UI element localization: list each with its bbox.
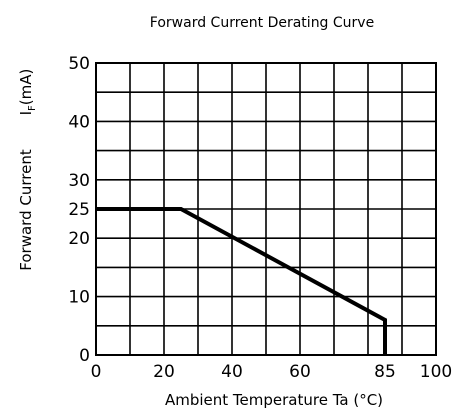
x-axis-ticks: 0 20 40 60 85 100 bbox=[91, 362, 453, 382]
x-tick-label: 0 bbox=[91, 362, 102, 382]
y-axis-subscript: F bbox=[27, 105, 38, 111]
y-axis-ticks: 0 10 20 25 30 40 50 bbox=[68, 54, 90, 366]
x-tick-label: 20 bbox=[153, 362, 175, 382]
y-tick-label: 50 bbox=[68, 54, 90, 74]
derating-curve-line bbox=[96, 207, 387, 355]
y-axis-label-text: Forward Current bbox=[17, 149, 35, 271]
x-tick-label: 40 bbox=[221, 362, 243, 382]
y-tick-label: 0 bbox=[79, 346, 90, 366]
x-tick-label: 60 bbox=[289, 362, 311, 382]
x-axis-label: Ambient Temperature Ta (°C) bbox=[165, 391, 383, 409]
y-tick-label: 25 bbox=[68, 200, 90, 220]
x-tick-label: 100 bbox=[420, 362, 452, 382]
chart-title: Forward Current Derating Curve bbox=[150, 15, 374, 31]
y-axis-unit-text: IF(mA) bbox=[17, 69, 38, 116]
y-tick-label: 40 bbox=[68, 112, 90, 132]
y-tick-label: 20 bbox=[68, 229, 90, 249]
plot-area bbox=[95, 62, 437, 356]
y-axis-unit: (mA) bbox=[17, 69, 35, 106]
grid-lines bbox=[96, 63, 436, 355]
y-axis-label: Forward Current bbox=[17, 149, 35, 271]
y-axis-unit-label: IF(mA) bbox=[17, 69, 38, 116]
y-axis-symbol: I bbox=[17, 111, 35, 115]
y-tick-label: 10 bbox=[68, 288, 90, 308]
y-tick-label: 30 bbox=[68, 171, 90, 191]
x-tick-label: 85 bbox=[374, 362, 396, 382]
